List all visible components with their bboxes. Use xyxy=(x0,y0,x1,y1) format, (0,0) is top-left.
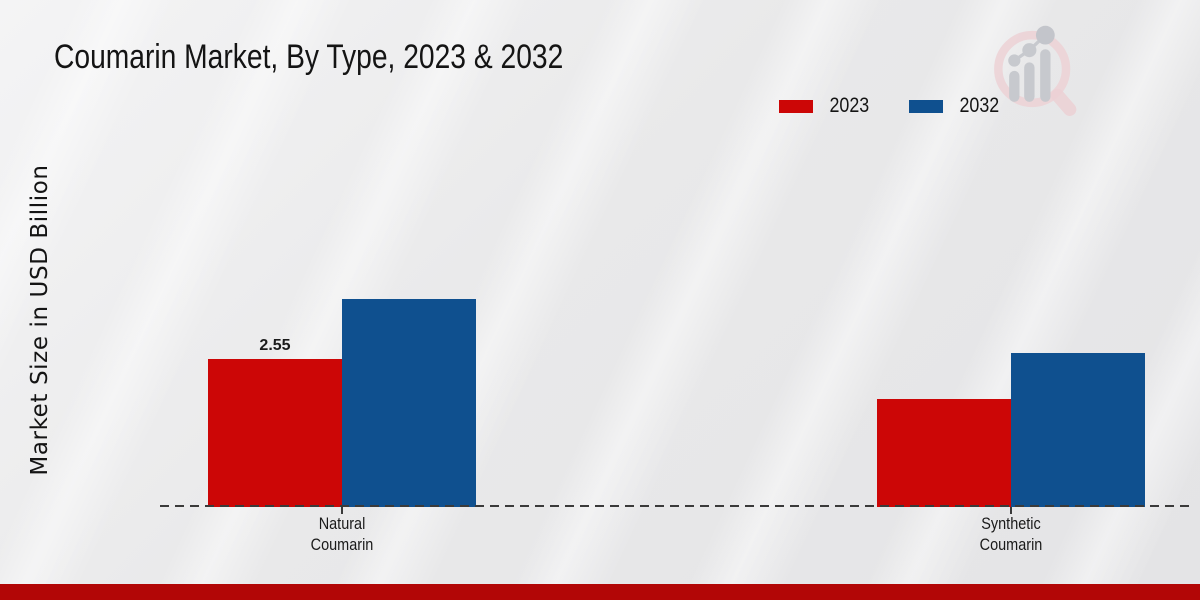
x-axis-category-label: Natural Coumarin xyxy=(294,513,390,555)
x-axis-tick xyxy=(1010,507,1012,514)
legend-label-text: 2032 xyxy=(959,94,999,117)
legend: 2023 2032 xyxy=(779,94,1002,118)
legend-swatch-icon xyxy=(908,99,943,113)
magnifier-chart-logo-icon xyxy=(988,22,1082,116)
chart-title: Coumarin Market, By Type, 2023 & 2032 xyxy=(54,38,668,77)
bar-value-label: 2.55 xyxy=(259,337,291,354)
x-axis-category-label-text: Synthetic Coumarin xyxy=(979,514,1043,554)
x-axis-category-label: Synthetic Coumarin xyxy=(963,513,1059,555)
logo-svg xyxy=(994,25,1077,116)
legend-item-2032: 2032 xyxy=(908,94,1003,118)
x-axis-category-label-text: Natural Coumarin xyxy=(310,514,374,554)
bottom-accent-band xyxy=(0,584,1200,600)
legend-swatch-icon xyxy=(779,99,813,113)
bar-2023-natural-coumarin xyxy=(208,359,342,507)
bar-2032-synthetic-coumarin xyxy=(1011,353,1145,507)
bar-2032-natural-coumarin xyxy=(342,299,476,507)
bar-2023-synthetic-coumarin xyxy=(877,399,1011,507)
legend-item-2023: 2023 xyxy=(779,94,873,118)
x-axis-tick xyxy=(341,507,343,514)
legend-label: 2032 xyxy=(956,94,1003,118)
x-axis-baseline xyxy=(160,505,1192,507)
chart-title-text: Coumarin Market, By Type, 2023 & 2032 xyxy=(54,38,564,76)
legend-label-text: 2023 xyxy=(829,94,870,117)
legend-label: 2023 xyxy=(826,94,873,118)
